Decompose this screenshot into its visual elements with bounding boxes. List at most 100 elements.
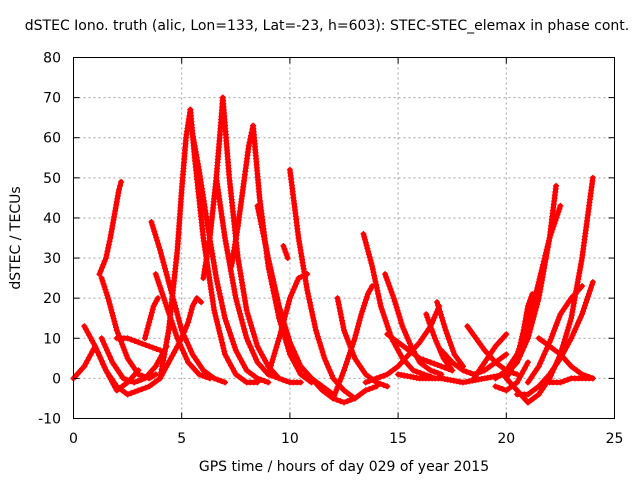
data-point bbox=[235, 304, 242, 311]
data-point bbox=[276, 375, 283, 382]
data-point bbox=[225, 326, 232, 333]
data-point bbox=[292, 351, 299, 358]
data-point bbox=[100, 261, 107, 268]
data-point bbox=[98, 335, 105, 342]
data-point bbox=[276, 303, 283, 310]
data-point bbox=[542, 348, 549, 355]
data-point bbox=[366, 378, 373, 385]
data-point bbox=[318, 345, 325, 352]
data-point bbox=[430, 332, 437, 339]
data-point bbox=[286, 295, 293, 302]
data-point bbox=[579, 283, 586, 290]
data-point bbox=[143, 328, 150, 335]
data-point bbox=[355, 320, 362, 327]
data-point bbox=[549, 330, 556, 337]
data-point bbox=[221, 379, 228, 386]
data-point bbox=[94, 349, 101, 356]
data-point bbox=[272, 285, 279, 292]
data-point bbox=[284, 304, 291, 311]
data-point bbox=[110, 315, 117, 322]
axis-ticks bbox=[73, 57, 615, 419]
data-point bbox=[309, 311, 316, 318]
data-point bbox=[229, 338, 236, 345]
data-point bbox=[247, 319, 254, 326]
data-point bbox=[369, 384, 376, 391]
series bbox=[141, 295, 161, 342]
data-point bbox=[349, 341, 356, 348]
data-point bbox=[358, 311, 365, 318]
data-point bbox=[295, 275, 302, 282]
data-point bbox=[239, 319, 246, 326]
data-point bbox=[260, 230, 267, 237]
data-point bbox=[304, 287, 311, 294]
data-point bbox=[336, 378, 343, 385]
data-point bbox=[555, 208, 562, 215]
data-point bbox=[139, 340, 146, 347]
data-point bbox=[449, 345, 456, 352]
data-point bbox=[343, 358, 350, 365]
data-point bbox=[373, 281, 380, 288]
data-point bbox=[434, 362, 441, 369]
data-point bbox=[273, 291, 280, 298]
data-point bbox=[123, 352, 130, 359]
data-point bbox=[152, 271, 159, 278]
data-point bbox=[586, 287, 593, 294]
data-point bbox=[218, 299, 225, 306]
data-point bbox=[100, 280, 107, 287]
data-point bbox=[253, 356, 260, 363]
data-point bbox=[267, 267, 274, 274]
data-point bbox=[450, 348, 457, 355]
data-point bbox=[540, 258, 547, 265]
data-point bbox=[289, 345, 296, 352]
data-point bbox=[220, 309, 227, 316]
y-tick-label: 20 bbox=[43, 291, 61, 307]
data-point bbox=[283, 307, 290, 314]
data-point bbox=[561, 378, 568, 385]
data-point bbox=[104, 347, 111, 354]
data-point bbox=[100, 361, 107, 368]
data-point bbox=[238, 316, 245, 323]
data-point bbox=[537, 360, 544, 367]
data-point bbox=[165, 277, 172, 284]
data-point bbox=[153, 345, 160, 352]
data-point bbox=[177, 321, 184, 328]
data-point bbox=[540, 261, 547, 268]
data-point bbox=[153, 234, 160, 241]
data-point bbox=[326, 366, 333, 373]
series bbox=[334, 295, 391, 390]
data-point bbox=[335, 301, 342, 308]
data-point bbox=[433, 338, 440, 345]
data-point bbox=[451, 351, 458, 358]
data-point bbox=[155, 240, 162, 247]
data-point bbox=[529, 291, 536, 298]
x-tick-labels: 0 5 10 15 20 25 bbox=[69, 431, 623, 447]
data-point bbox=[117, 182, 124, 189]
data-point bbox=[335, 381, 342, 388]
data-point bbox=[437, 311, 444, 318]
data-point bbox=[545, 237, 552, 244]
data-point bbox=[436, 308, 443, 315]
data-point bbox=[288, 342, 295, 349]
data-point bbox=[396, 313, 403, 320]
data-point bbox=[369, 376, 376, 383]
data-point bbox=[266, 368, 273, 375]
data-point bbox=[158, 288, 165, 295]
chart-title: dSTEC Iono. truth (alic, Lon=133, Lat=-2… bbox=[25, 18, 629, 34]
data-point bbox=[163, 271, 170, 278]
data-point bbox=[535, 279, 542, 286]
data-point bbox=[378, 306, 385, 313]
data-point bbox=[516, 345, 523, 352]
data-point bbox=[427, 367, 434, 374]
data-point bbox=[186, 345, 193, 352]
data-point bbox=[470, 332, 477, 339]
data-point bbox=[146, 319, 153, 326]
y-tick-label: 60 bbox=[43, 131, 61, 147]
data-point bbox=[249, 347, 256, 354]
data-point bbox=[217, 333, 224, 340]
data-point bbox=[101, 283, 108, 290]
data-point bbox=[246, 341, 253, 348]
data-point bbox=[463, 368, 470, 375]
data-point bbox=[105, 298, 112, 305]
data-point bbox=[118, 178, 125, 185]
data-point bbox=[441, 364, 448, 371]
